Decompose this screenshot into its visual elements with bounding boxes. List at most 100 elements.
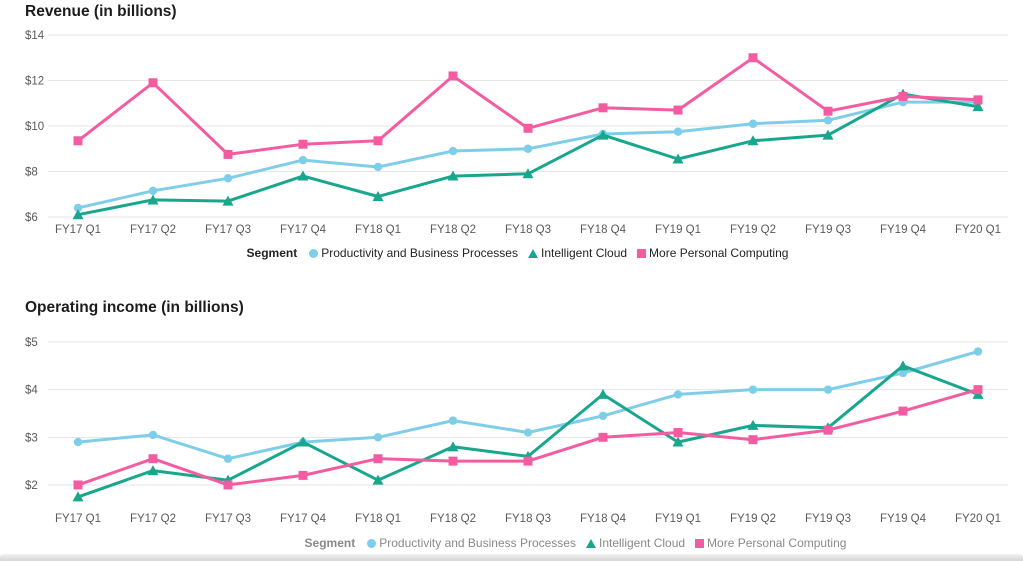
data-point-intelligent-cloud[interactable]: [597, 129, 609, 140]
data-point-productivity-and-business-processes[interactable]: [973, 347, 983, 356]
data-point-more-personal-computing[interactable]: [673, 428, 683, 438]
data-point-intelligent-cloud[interactable]: [297, 436, 309, 447]
data-point-productivity-and-business-processes[interactable]: [73, 203, 83, 213]
data-point-more-personal-computing[interactable]: [898, 91, 908, 101]
legend-item-label: Productivity and Business Processes: [379, 536, 576, 550]
horizontal-scrollbar[interactable]: [0, 554, 1023, 561]
legend-item-intelligent-cloud[interactable]: Intelligent Cloud: [585, 536, 686, 550]
data-point-productivity-and-business-processes[interactable]: [523, 144, 533, 153]
circle-marker-icon: [309, 248, 319, 258]
data-point-more-personal-computing[interactable]: [73, 136, 83, 146]
x-axis-tick-label: FY18 Q1: [355, 224, 401, 236]
data-point-intelligent-cloud[interactable]: [672, 436, 684, 447]
data-point-intelligent-cloud[interactable]: [297, 170, 309, 181]
x-axis-tick-label: FY20 Q1: [955, 513, 1001, 525]
data-point-more-personal-computing[interactable]: [523, 123, 533, 133]
data-point-productivity-and-business-processes[interactable]: [223, 174, 233, 183]
data-point-more-personal-computing[interactable]: [598, 103, 608, 113]
data-point-productivity-and-business-processes[interactable]: [448, 146, 458, 156]
data-point-more-personal-computing[interactable]: [973, 385, 983, 395]
x-axis-tick-label: FY18 Q2: [430, 513, 476, 525]
data-point-intelligent-cloud[interactable]: [222, 195, 234, 206]
data-point-productivity-and-business-processes[interactable]: [898, 368, 908, 378]
legend-item-productivity-and-business-processes[interactable]: Productivity and Business Processes: [309, 246, 518, 260]
data-point-more-personal-computing[interactable]: [148, 454, 158, 464]
data-point-productivity-and-business-processes[interactable]: [73, 437, 83, 447]
data-point-more-personal-computing[interactable]: [73, 480, 83, 490]
x-axis-tick-label: FY19 Q3: [805, 224, 851, 236]
data-point-productivity-and-business-processes[interactable]: [823, 385, 833, 394]
data-point-more-personal-computing[interactable]: [448, 71, 458, 81]
data-point-productivity-and-business-processes[interactable]: [598, 411, 608, 421]
series-line-productivity-and-business-processes[interactable]: [76, 100, 980, 210]
data-point-more-personal-computing[interactable]: [748, 53, 758, 63]
y-axis-tick-label: $10: [25, 121, 44, 133]
data-point-more-personal-computing[interactable]: [823, 425, 833, 435]
data-point-productivity-and-business-processes[interactable]: [748, 385, 758, 394]
data-point-intelligent-cloud[interactable]: [147, 465, 159, 476]
data-point-productivity-and-business-processes[interactable]: [523, 428, 533, 437]
data-point-productivity-and-business-processes[interactable]: [298, 155, 308, 165]
data-point-productivity-and-business-processes[interactable]: [673, 127, 683, 136]
data-point-more-personal-computing[interactable]: [223, 480, 233, 490]
x-axis-tick-label: FY20 Q1: [955, 224, 1001, 236]
data-point-intelligent-cloud[interactable]: [822, 129, 834, 140]
legend-item-productivity-and-business-processes[interactable]: Productivity and Business Processes: [367, 536, 576, 550]
data-point-more-personal-computing[interactable]: [673, 105, 683, 115]
data-point-more-personal-computing[interactable]: [448, 456, 458, 466]
data-point-intelligent-cloud[interactable]: [72, 209, 84, 220]
data-point-intelligent-cloud[interactable]: [747, 419, 759, 430]
square-marker-icon: [695, 538, 705, 548]
data-point-more-personal-computing[interactable]: [973, 95, 983, 105]
series-line-more-personal-computing[interactable]: [76, 56, 980, 156]
data-point-more-personal-computing[interactable]: [223, 149, 233, 159]
legend-item-label: Intelligent Cloud: [598, 536, 686, 550]
data-point-more-personal-computing[interactable]: [598, 432, 608, 442]
legend-item-more-personal-computing[interactable]: More Personal Computing: [637, 246, 788, 260]
legend-item-label: More Personal Computing: [707, 536, 847, 550]
data-point-intelligent-cloud[interactable]: [897, 360, 909, 371]
x-axis-tick-label: FY19 Q2: [730, 224, 776, 236]
data-point-more-personal-computing[interactable]: [523, 456, 533, 466]
x-axis-tick-label: FY17 Q1: [55, 513, 101, 525]
legend-item-intelligent-cloud[interactable]: Intelligent Cloud: [527, 246, 627, 260]
data-point-more-personal-computing[interactable]: [373, 136, 383, 146]
data-point-productivity-and-business-processes[interactable]: [823, 116, 833, 125]
square-marker-icon: [637, 248, 647, 258]
operating-income-chart: Operating income (in billions) $2 $3 $4 $5 F…: [0, 298, 1023, 550]
x-axis-tick-label: FY17 Q2: [130, 224, 176, 236]
data-point-more-personal-computing[interactable]: [898, 406, 908, 416]
series-line-intelligent-cloud[interactable]: [76, 92, 980, 217]
x-axis-tick-label: FY17 Q4: [280, 224, 327, 236]
data-point-more-personal-computing[interactable]: [748, 435, 758, 445]
data-point-intelligent-cloud[interactable]: [447, 441, 459, 452]
data-point-intelligent-cloud[interactable]: [972, 101, 984, 112]
x-axis-tick-label: FY17 Q3: [205, 513, 251, 525]
data-point-more-personal-computing[interactable]: [823, 106, 833, 116]
data-point-productivity-and-business-processes[interactable]: [448, 416, 458, 425]
data-point-productivity-and-business-processes[interactable]: [373, 433, 383, 442]
data-point-more-personal-computing[interactable]: [298, 470, 308, 480]
data-point-productivity-and-business-processes[interactable]: [223, 454, 233, 463]
data-point-intelligent-cloud[interactable]: [147, 194, 159, 205]
data-point-more-personal-computing[interactable]: [373, 454, 383, 464]
data-point-productivity-and-business-processes[interactable]: [148, 186, 158, 196]
series-line-productivity-and-business-processes[interactable]: [76, 350, 980, 461]
data-point-productivity-and-business-processes[interactable]: [748, 119, 758, 128]
data-point-intelligent-cloud[interactable]: [72, 491, 84, 502]
data-point-intelligent-cloud[interactable]: [747, 135, 759, 146]
data-point-intelligent-cloud[interactable]: [597, 388, 609, 399]
data-point-intelligent-cloud[interactable]: [372, 191, 384, 202]
data-point-intelligent-cloud[interactable]: [522, 168, 534, 179]
data-point-intelligent-cloud[interactable]: [372, 474, 384, 485]
data-point-intelligent-cloud[interactable]: [672, 153, 684, 164]
y-axis-tick-label: $4: [25, 385, 38, 397]
data-point-productivity-and-business-processes[interactable]: [673, 390, 683, 399]
data-point-more-personal-computing[interactable]: [298, 139, 308, 149]
legend-title: Segment: [246, 246, 298, 260]
data-point-productivity-and-business-processes[interactable]: [148, 430, 158, 440]
legend-item-more-personal-computing[interactable]: More Personal Computing: [695, 536, 846, 550]
data-point-intelligent-cloud[interactable]: [447, 170, 459, 181]
data-point-more-personal-computing[interactable]: [148, 78, 158, 88]
data-point-productivity-and-business-processes[interactable]: [373, 162, 383, 172]
